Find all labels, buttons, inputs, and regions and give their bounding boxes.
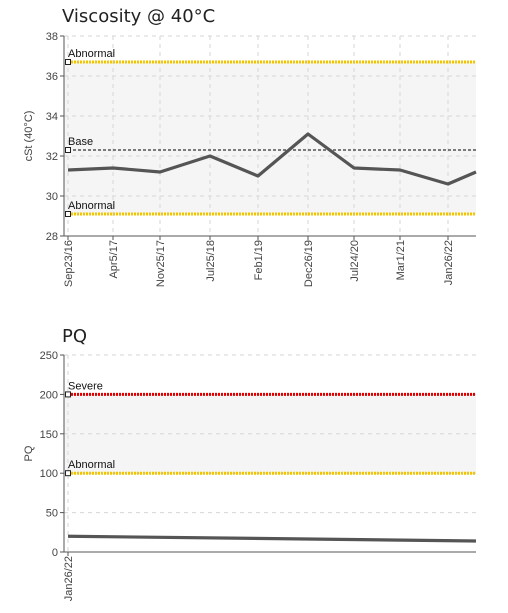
y-axis-title: PQ (23, 445, 35, 461)
series-line (67, 132, 477, 186)
x-tick-label: Dec26/19 (303, 240, 315, 287)
x-tick-label: Jan26/22 (63, 556, 75, 601)
threshold-label: Abnormal (68, 48, 115, 60)
y-tick-label: 100 (40, 468, 58, 480)
x-tick-label: Feb1/19 (253, 240, 265, 280)
threshold-marker (65, 147, 71, 153)
threshold-label: Abnormal (68, 200, 115, 212)
pq-chart-title: PQ (62, 326, 88, 347)
x-tick-label: Jul24/20 (349, 240, 361, 282)
x-tick-label: Apr5/17 (108, 240, 120, 279)
pq-chart: 0 50 100 150 200 250 Jan26/22 PQ Severe Abnormal (23, 350, 477, 601)
y-tick-label: 32 (46, 151, 58, 163)
series-line (67, 534, 477, 543)
threshold-label: Severe (68, 380, 103, 392)
y-tick-label: 150 (40, 429, 58, 441)
viscosity-chart: 28 30 32 34 36 38 Sep23/16 Apr5/17 Nov25/17 Jul25… (23, 31, 477, 287)
y-tick-label: 28 (46, 231, 58, 243)
threshold-marker (65, 211, 71, 217)
y-tick-label: 0 (52, 547, 58, 559)
threshold-marker (65, 59, 71, 65)
x-tick-label: Jan26/22 (443, 240, 455, 285)
y-axis-title: cSt (40°C) (23, 111, 35, 162)
x-tick-label: Nov25/17 (155, 240, 167, 287)
y-tick-label: 50 (46, 508, 58, 520)
x-tick-label: Jul25/18 (205, 240, 217, 282)
y-tick-label: 38 (46, 31, 58, 43)
y-tick-label: 250 (40, 350, 58, 362)
x-tick-label: Mar1/21 (395, 240, 407, 280)
y-tick-label: 200 (40, 389, 58, 401)
threshold-band (64, 394, 476, 474)
threshold-band (64, 62, 476, 214)
y-tick-label: 34 (46, 111, 58, 123)
y-tick-label: 30 (46, 191, 58, 203)
threshold-marker (65, 391, 71, 398)
x-tick-label: Sep23/16 (63, 240, 75, 287)
threshold-label: Abnormal (68, 459, 115, 471)
viscosity-chart-title: Viscosity @ 40°C (62, 6, 216, 27)
threshold-label: Base (68, 136, 93, 148)
y-tick-label: 36 (46, 71, 58, 83)
threshold-marker (65, 470, 71, 477)
